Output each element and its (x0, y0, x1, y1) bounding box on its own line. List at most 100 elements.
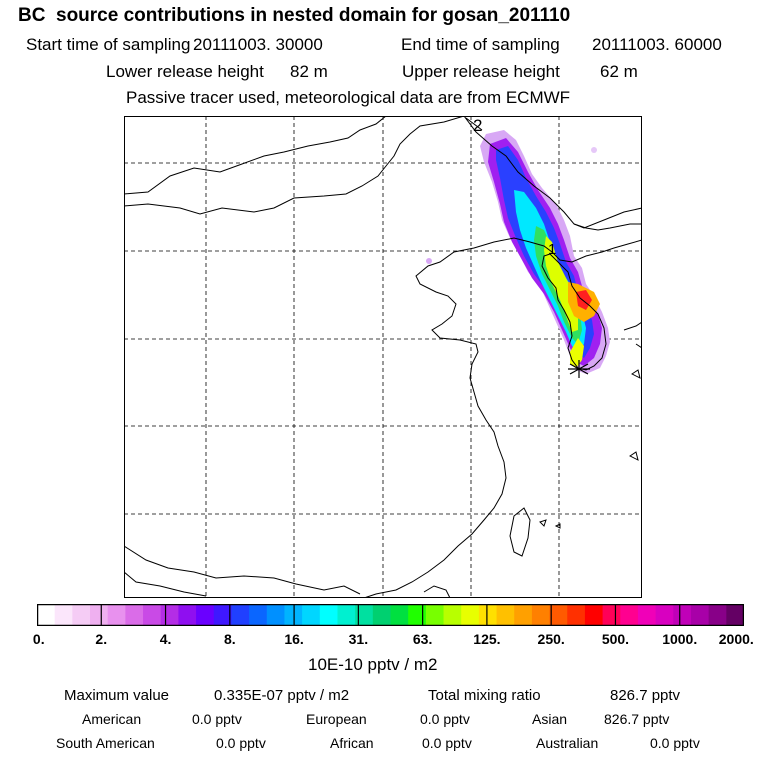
colorbar-cell (372, 604, 392, 626)
region-value: 0.0 pptv (192, 711, 242, 727)
max-value-label: Maximum value (64, 687, 170, 704)
colorbar-cell (249, 604, 268, 626)
colorbar-cell (90, 604, 109, 626)
colorbar-tick-label: 31. (348, 631, 369, 647)
colorbar-frame (37, 604, 744, 626)
colorbar-cell (567, 604, 586, 626)
colorbar-cell (708, 604, 727, 626)
colorbar-tick-label: 125. (473, 631, 501, 647)
colorbar-tick-label: 63. (412, 631, 433, 647)
plume-yellow (544, 236, 578, 332)
colorbar-cell (231, 604, 250, 626)
hainan-coast (423, 585, 451, 598)
end-time-value: 20111003. 60000 (592, 35, 722, 54)
colorbar-cell (178, 604, 197, 626)
plume-speck (591, 147, 597, 153)
colorbar-cell (390, 604, 409, 626)
china-coast (363, 237, 642, 598)
concentration-plume (426, 130, 610, 374)
colorbar-cell (461, 604, 480, 626)
lower-release-label: Lower release height (106, 62, 264, 81)
colorbar-cell (143, 604, 162, 626)
upper-release-value: 62 m (600, 62, 638, 81)
colorbar-tick-label: 250. (537, 631, 565, 647)
upper-release-label: Upper release height (402, 62, 560, 81)
coastlines (124, 116, 642, 598)
marker-1: 1 (548, 241, 556, 258)
small-island (554, 523, 561, 529)
region-name: African (330, 735, 374, 751)
map-panel: 2 1 (124, 116, 642, 598)
tracer-note: Passive tracer used, meteorological data… (126, 88, 571, 107)
colorbar-cell (549, 604, 568, 626)
end-time-label: End time of sampling (401, 35, 560, 54)
colorbar-cell (337, 604, 356, 626)
region-value: 0.0 pptv (422, 735, 472, 751)
colorbar-tick-label: 16. (284, 631, 304, 647)
region-name: South American (56, 735, 155, 751)
colorbar-cell (531, 604, 551, 626)
region-name: Asian (532, 711, 568, 727)
max-value: 0.335E-07 pptv / m2 (214, 687, 350, 704)
colorbar-cell (690, 604, 710, 626)
southern-border (124, 545, 361, 595)
small-island (631, 369, 641, 379)
colorbar-tick-label: 2000. (718, 631, 754, 647)
colorbar-tick-label: 2. (95, 631, 108, 647)
start-time-label: Start time of sampling (26, 35, 191, 54)
colorbar-cell (302, 604, 321, 626)
colorbar-cell (478, 604, 498, 626)
colorbar-cell (443, 604, 462, 626)
colorbar-cell (496, 604, 515, 626)
colorbar-tick-label: 8. (223, 631, 236, 647)
colorbar-tick-label: 500. (601, 631, 630, 647)
colorbar-cell (637, 604, 657, 626)
mongolia-border (124, 116, 387, 195)
colorbar-cell (673, 604, 692, 626)
colorbar-cell (425, 604, 445, 626)
colorbar-cell (584, 604, 604, 626)
colorbar-cell (125, 604, 144, 626)
manchuria-border (463, 116, 642, 229)
japan-kyushu (623, 321, 642, 331)
colorbar-cell (160, 604, 180, 626)
colorbar-cell (726, 604, 744, 626)
taiwan (509, 507, 531, 557)
colorbar-cell (408, 604, 427, 626)
colorbar-cell (196, 604, 215, 626)
yunnan-border (124, 571, 207, 597)
page-title: BC source contributions in nested domain… (18, 5, 571, 26)
plume-south-yellow (570, 338, 584, 368)
japan-island (635, 343, 642, 349)
region-value: 0.0 pptv (216, 735, 266, 751)
colorbar-cell (213, 604, 233, 626)
colorbar-cell (319, 604, 339, 626)
colorbar-cell (655, 604, 674, 626)
northern-border (124, 116, 465, 215)
colorbar-cell (266, 604, 286, 626)
region-value: 0.0 pptv (420, 711, 470, 727)
region-value: 826.7 pptv (604, 711, 670, 727)
region-value: 0.0 pptv (650, 735, 700, 751)
colorbar-cell (37, 604, 56, 626)
colorbar-cell (107, 604, 126, 626)
lower-release-value: 82 m (290, 62, 328, 81)
colorbar (37, 604, 744, 626)
receptor-star (568, 360, 590, 378)
marker-2: 2 (473, 116, 482, 135)
colorbar-cell (355, 604, 374, 626)
region-name: Australian (536, 735, 599, 751)
plume-speck (426, 258, 432, 264)
colorbar-tick-label: 0. (32, 631, 45, 647)
total-mixing-label: Total mixing ratio (428, 687, 541, 704)
track-line (465, 117, 483, 131)
colorbar-cell (620, 604, 639, 626)
small-island (629, 451, 639, 461)
colorbar-cell (602, 604, 621, 626)
colorbar-tick-label: 4. (159, 631, 172, 647)
colorbar-tick-label: 1000. (662, 631, 698, 647)
colorbar-cell (72, 604, 91, 626)
colorbar-cell (514, 604, 533, 626)
lat-lon-grid (124, 116, 642, 598)
region-name: European (306, 711, 367, 727)
